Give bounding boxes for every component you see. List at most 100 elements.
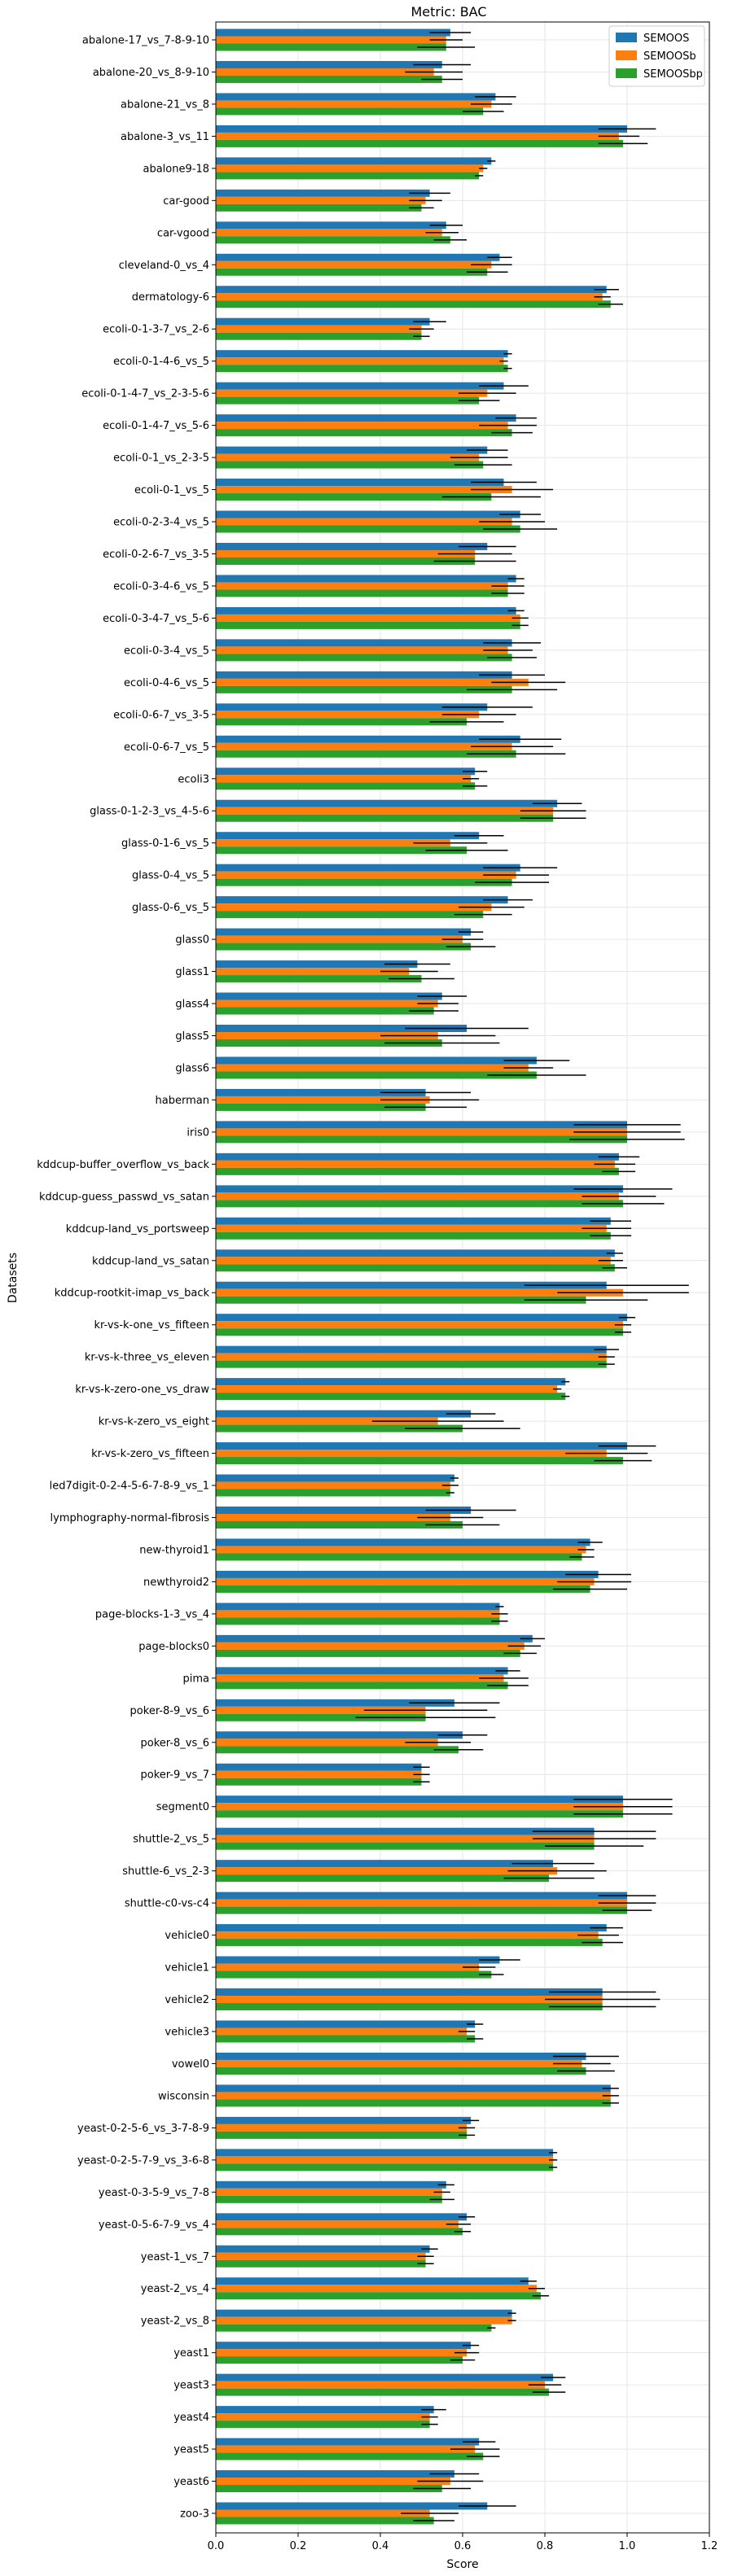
- bar-semoos: [216, 286, 607, 294]
- bar-semoosb: [216, 2316, 512, 2325]
- y-tick-label: abalone9-18: [143, 163, 210, 175]
- bar-semoos: [216, 2277, 529, 2285]
- bar-semoosbp: [216, 1200, 623, 1208]
- bar-semoos: [216, 575, 516, 583]
- y-tick-label: vehicle3: [165, 2026, 209, 2038]
- y-tick-label: iris0: [187, 1126, 209, 1139]
- bar-semoosb: [216, 614, 520, 622]
- bar-semoos: [216, 2470, 454, 2478]
- bar-semoos: [216, 1152, 619, 1161]
- bar-semoosbp: [216, 396, 480, 405]
- bar-semoos: [216, 1314, 627, 1322]
- bar-semoosb: [216, 1931, 599, 1940]
- bar-semoosbp: [216, 685, 512, 693]
- chart-title: Metric: BAC: [410, 4, 486, 20]
- bar-semoosb: [216, 1867, 558, 1875]
- y-tick-label: kddcup-land_vs_satan: [92, 1255, 209, 1267]
- bar-semoosb: [216, 1096, 430, 1104]
- bar-semoosbp: [216, 1939, 603, 1947]
- y-tick-label: yeast-2_vs_8: [141, 2316, 209, 2328]
- bar-semoosb: [216, 871, 516, 879]
- y-tick-label: led7digit-0-2-4-5-6-7-8-9_vs_1: [50, 1480, 209, 1493]
- bar-semoosbp: [216, 75, 442, 83]
- bar-semoosb: [216, 2381, 545, 2389]
- bar-semoosb: [216, 1835, 595, 1843]
- bar-semoos: [216, 2084, 611, 2093]
- y-tick-label: ecoli-0-1-3-7_vs_2-6: [103, 324, 209, 336]
- bar-semoos: [216, 1603, 500, 1611]
- bar-semoosbp: [216, 911, 484, 919]
- bar-semoosb: [216, 935, 463, 943]
- bar-semoos: [216, 1442, 627, 1450]
- y-tick-label: shuttle-2_vs_5: [133, 1834, 209, 1846]
- bar-semoosbp: [216, 1553, 582, 1561]
- y-tick-label: ecoli-0-1-4-7_vs_5-6: [103, 420, 209, 432]
- bar-semoosb: [216, 2252, 426, 2260]
- y-tick-label: ecoli-0-6-7_vs_3-5: [113, 709, 209, 721]
- y-tick-label: kr-vs-k-three_vs_eleven: [85, 1352, 209, 1364]
- bar-semoos: [216, 1634, 533, 1642]
- y-tick-label: ecoli-0-3-4_vs_5: [124, 645, 209, 657]
- y-tick-label: yeast-0-5-6-7-9_vs_4: [99, 2219, 209, 2231]
- bar-semoos: [216, 221, 446, 230]
- bar-semoosbp: [216, 1328, 623, 1336]
- bar-semoosbp: [216, 1167, 619, 1175]
- bar-semoosbp: [216, 750, 516, 758]
- y-tick-label: yeast5: [173, 2444, 209, 2456]
- bar-semoos: [216, 2406, 434, 2414]
- bar-semoosbp: [216, 107, 484, 116]
- bar-semoosb: [216, 229, 442, 237]
- y-tick-label: kr-vs-k-zero_vs_fifteen: [91, 1448, 209, 1460]
- bar-semoosbp: [216, 1135, 627, 1144]
- y-tick-label: haberman: [156, 1095, 209, 1107]
- bar-semoosbp: [216, 2228, 463, 2236]
- bar-semoos: [216, 1410, 472, 1418]
- bar-semoosb: [216, 1128, 627, 1136]
- y-tick-label: poker-9_vs_7: [141, 1769, 209, 1782]
- bar-semoos: [216, 1924, 607, 1932]
- y-tick-label: abalone-21_vs_8: [121, 98, 209, 111]
- bar-semoosbp: [216, 589, 508, 597]
- bar-semoosbp: [216, 814, 554, 822]
- bar-semoosb: [216, 196, 426, 204]
- bar-semoos: [216, 2373, 554, 2381]
- bar-semoosb: [216, 1963, 480, 1971]
- legend: SEMOOS SEMOOSb SEMOOSbp: [608, 25, 705, 87]
- bar-semoosbp: [216, 621, 520, 629]
- bar-semoosbp: [216, 1874, 550, 1883]
- bar-semoosb: [216, 2285, 537, 2293]
- bar-semoosbp: [216, 1521, 463, 1529]
- bar-semoosb: [216, 2509, 430, 2517]
- y-tick-label: segment0: [156, 1801, 209, 1813]
- bar-semoosbp: [216, 975, 422, 983]
- legend-swatch-semoosb: [616, 50, 637, 60]
- bar-semoos: [216, 1667, 508, 1675]
- bar-semoosbp: [216, 942, 472, 951]
- bar-semoos: [216, 2116, 472, 2124]
- bar-semoosbp: [216, 2066, 586, 2075]
- bar-semoos: [216, 2342, 472, 2350]
- bar-semoos: [216, 2149, 554, 2157]
- y-tick-label: glass0: [175, 934, 209, 947]
- bar-semoosb: [216, 1610, 500, 1618]
- bar-semoosbp: [216, 2452, 484, 2460]
- bar-semoos: [216, 2020, 476, 2028]
- bar-semoosbp: [216, 2195, 442, 2203]
- bar-semoos: [216, 1763, 422, 1771]
- bar-semoosbp: [216, 2388, 550, 2396]
- bar-semoosbp: [216, 1617, 500, 1625]
- bar-semoosbp: [216, 1810, 623, 1818]
- bar-semoos: [216, 1088, 426, 1096]
- bar-semoosbp: [216, 2131, 467, 2139]
- bar-semoosbp: [216, 1360, 607, 1368]
- bar-semoosbp: [216, 1713, 426, 1721]
- bar-semoosbp: [216, 1906, 627, 1914]
- x-tick-label: 0.8: [537, 2540, 554, 2552]
- y-tick-label: kr-vs-k-one_vs_fifteen: [94, 1319, 209, 1332]
- y-tick-label: shuttle-c0-vs-c4: [125, 1898, 209, 1910]
- error-bars: [355, 32, 689, 2521]
- bar-semoos: [216, 2213, 467, 2221]
- y-tick-label: yeast6: [173, 2476, 209, 2488]
- bar-semoosbp: [216, 1231, 611, 1240]
- bar-semoosb: [216, 1160, 615, 1168]
